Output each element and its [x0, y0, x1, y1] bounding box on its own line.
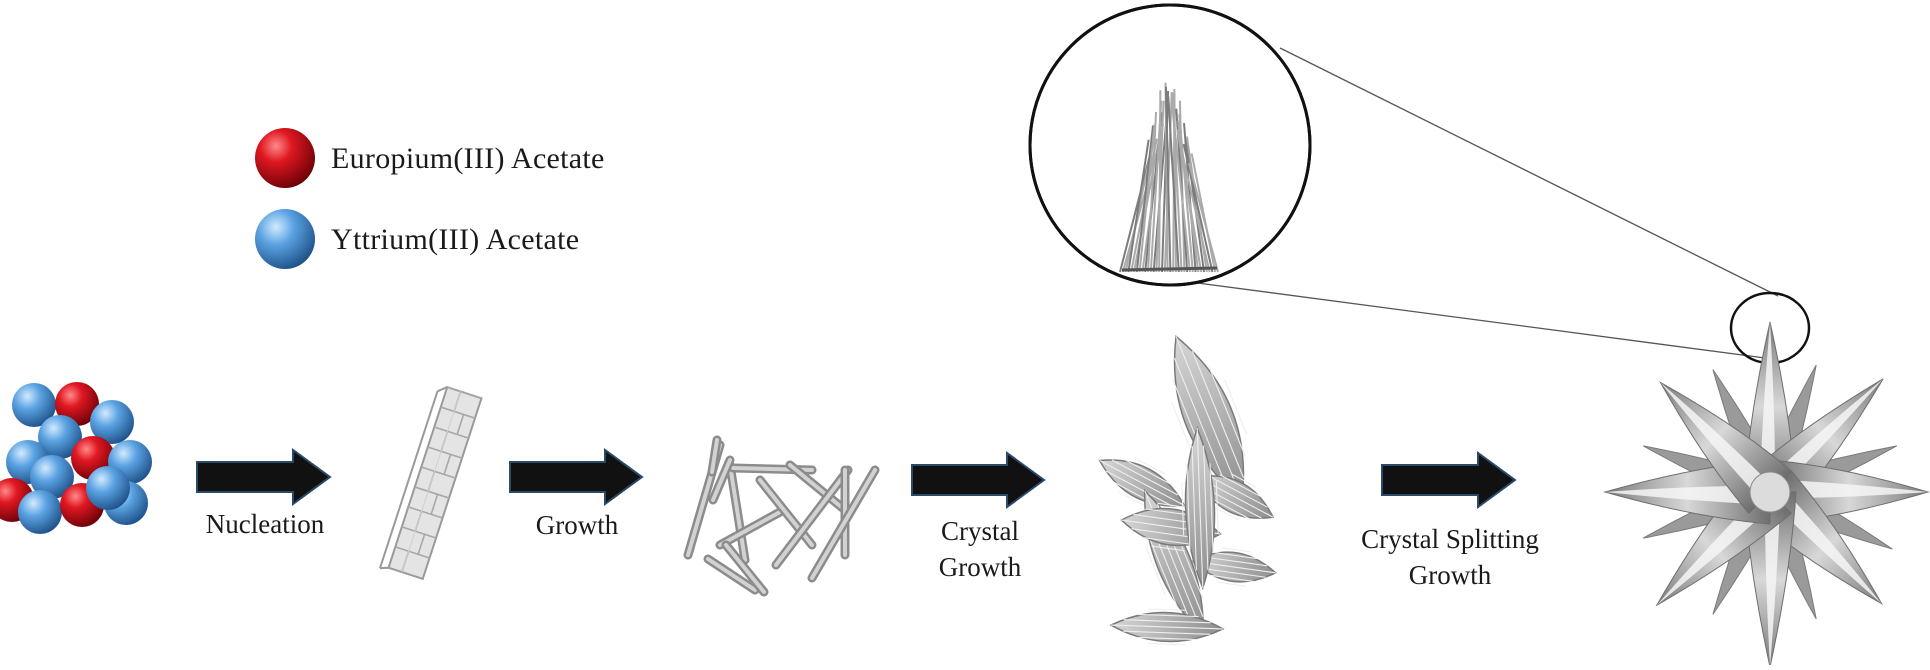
tip-rod — [1171, 105, 1191, 273]
tip-rod — [1187, 162, 1219, 273]
crystal-leaf — [1191, 547, 1277, 587]
split-star-crystal — [1603, 321, 1930, 668]
growth-rods — [683, 435, 880, 597]
crystal-leaf — [1181, 425, 1219, 591]
yttrium-sphere — [18, 490, 62, 534]
step-label-crystal-growth: Crystal Growth — [905, 513, 1055, 585]
arrow-crystal-growth — [911, 451, 1046, 509]
crystal-growth-line1: Crystal — [941, 516, 1019, 546]
nucleus-crystal — [379, 385, 483, 581]
tip-rod — [1138, 124, 1156, 273]
arrow-crystal-splitting — [1381, 451, 1517, 509]
crystal-growth-line2: Growth — [938, 552, 1022, 582]
yttrium-sphere — [38, 415, 82, 459]
yttrium-sphere — [90, 400, 134, 444]
legend-label-europium: Europium(III) Acetate — [331, 142, 605, 175]
zoom-inset — [1028, 3, 1312, 287]
tip-rod — [1167, 96, 1180, 273]
yttrium-sphere — [30, 455, 74, 499]
tip-rod — [1127, 139, 1150, 273]
tip-rod — [1147, 111, 1158, 273]
tip-rod — [1119, 154, 1151, 273]
tip-rod — [1164, 86, 1172, 273]
zoom-connector-lines — [1189, 47, 1779, 359]
crystal-splitting-line2: Growth — [1408, 560, 1492, 590]
yttrium-sphere — [12, 383, 56, 427]
europium-sphere — [55, 382, 99, 426]
tip-rod — [1190, 153, 1217, 273]
tip-rod — [1135, 125, 1155, 273]
crystal-leaves — [1098, 334, 1277, 646]
tip-rod — [1182, 143, 1214, 273]
step-label-nucleation: Nucleation — [205, 509, 325, 539]
yttrium-legend-marker — [255, 209, 315, 269]
yttrium-sphere — [86, 466, 130, 510]
crystal-leaf — [1109, 608, 1225, 646]
tip-rod — [1183, 122, 1197, 273]
arrow-nucleation — [196, 448, 332, 506]
arrow-growth — [509, 448, 644, 506]
crystal-splitting-line1: Crystal Splitting — [1361, 524, 1539, 554]
crystal-leaf — [1098, 458, 1186, 508]
legend — [255, 128, 315, 269]
legend-label-yttrium: Yttrium(III) Acetate — [331, 223, 580, 256]
tip-rod — [1179, 145, 1211, 273]
step-label-growth: Growth — [535, 510, 619, 540]
step-label-crystal-splitting: Crystal Splitting Growth — [1330, 521, 1570, 593]
tip-rod — [1158, 90, 1162, 273]
europium-legend-marker — [255, 128, 315, 188]
acetate-cluster — [0, 382, 152, 534]
